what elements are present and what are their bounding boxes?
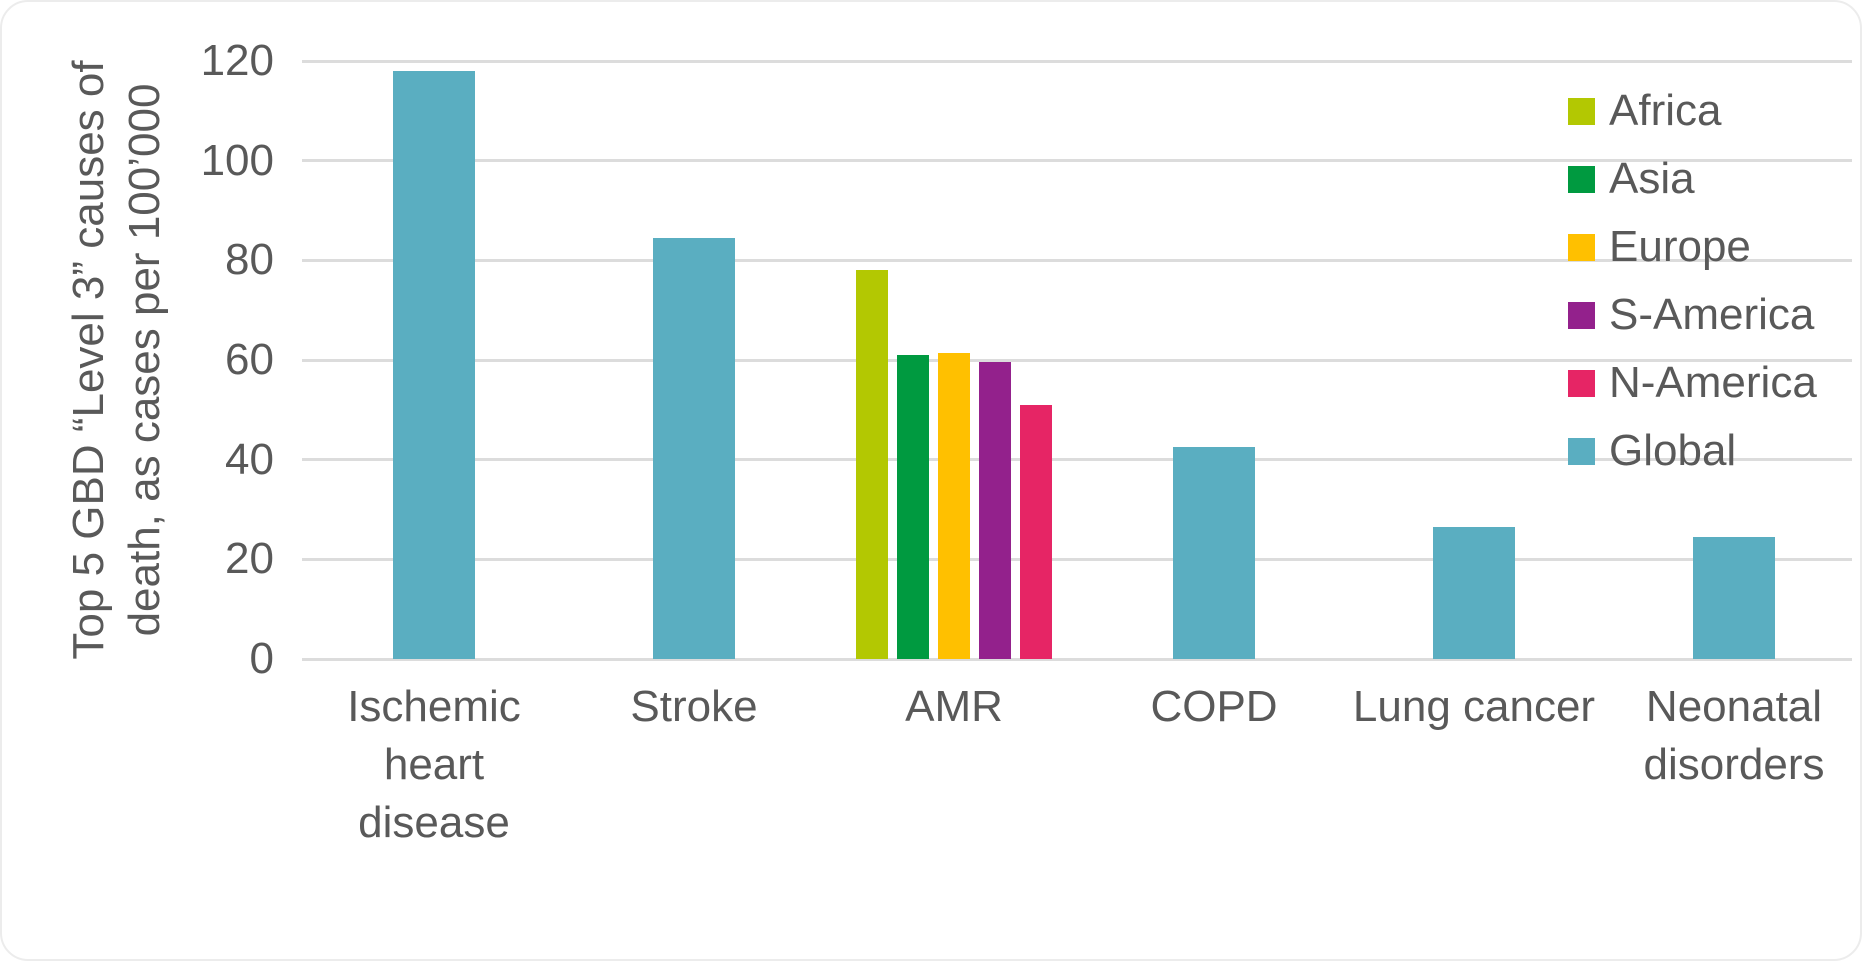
bar-europe-cat2 (938, 352, 970, 659)
legend-item-n-america: N-America (1568, 349, 1817, 417)
legend-swatch-n-america (1568, 369, 1595, 397)
bar-n-america-cat2 (1020, 404, 1052, 659)
gridline-60 (302, 358, 1852, 362)
bar-global-cat5 (1693, 536, 1775, 659)
bar-global-cat0 (393, 70, 475, 659)
legend-swatch-asia (1568, 165, 1595, 193)
bar-s-america-cat2 (979, 362, 1011, 659)
legend-label-europe: Europe (1609, 222, 1751, 271)
y-tick-label-120: 120 (200, 36, 274, 85)
x-category-label-0: Ischemic heart disease (347, 682, 521, 847)
legend-label-n-america: N-America (1609, 358, 1817, 407)
legend-label-asia: Asia (1609, 154, 1695, 203)
bar-africa-cat2 (856, 270, 888, 659)
legend-swatch-europe (1568, 233, 1595, 261)
gridline-40 (302, 458, 1852, 462)
gridline-0 (302, 657, 1852, 661)
x-category-label-4: Lung cancer (1352, 682, 1596, 731)
bar-global-cat1 (653, 237, 735, 659)
gridline-20 (302, 557, 1852, 561)
bar-global-cat3 (1173, 447, 1255, 659)
y-tick-label-0: 0 (249, 634, 274, 683)
legend-item-global: Global (1568, 417, 1817, 485)
y-tick-label-20: 20 (225, 534, 274, 584)
x-category-label-1: Stroke (630, 682, 758, 731)
legend-item-europe: Europe (1568, 213, 1817, 281)
legend-label-s-america: S-America (1609, 290, 1815, 339)
legend-swatch-s-america (1568, 301, 1595, 329)
legend-swatch-africa (1568, 97, 1595, 125)
gridline-120 (302, 59, 1852, 63)
y-tick-label-60: 60 (225, 335, 274, 384)
x-category-label-5: Neonatal disorders (1643, 682, 1825, 789)
y-tick-label-80: 80 (225, 235, 274, 285)
legend-item-asia: Asia (1568, 145, 1817, 213)
gridline-80 (302, 258, 1852, 262)
legend-swatch-global (1568, 437, 1595, 465)
x-category-label-3: COPD (1150, 682, 1278, 731)
y-tick-label-100: 100 (200, 135, 274, 185)
gridline-100 (302, 159, 1852, 163)
y-tick-label-40: 40 (225, 434, 274, 484)
legend: Africa Asia Europe S-America N-America Global (1568, 77, 1817, 485)
legend-label-global: Global (1609, 426, 1737, 475)
bar-asia-cat2 (897, 355, 929, 659)
legend-item-africa: Africa (1568, 77, 1817, 145)
legend-item-s-america: S-America (1568, 281, 1817, 349)
bar-global-cat4 (1433, 526, 1515, 659)
legend-label-africa: Africa (1609, 86, 1722, 135)
x-category-label-2: AMR (905, 682, 1003, 731)
